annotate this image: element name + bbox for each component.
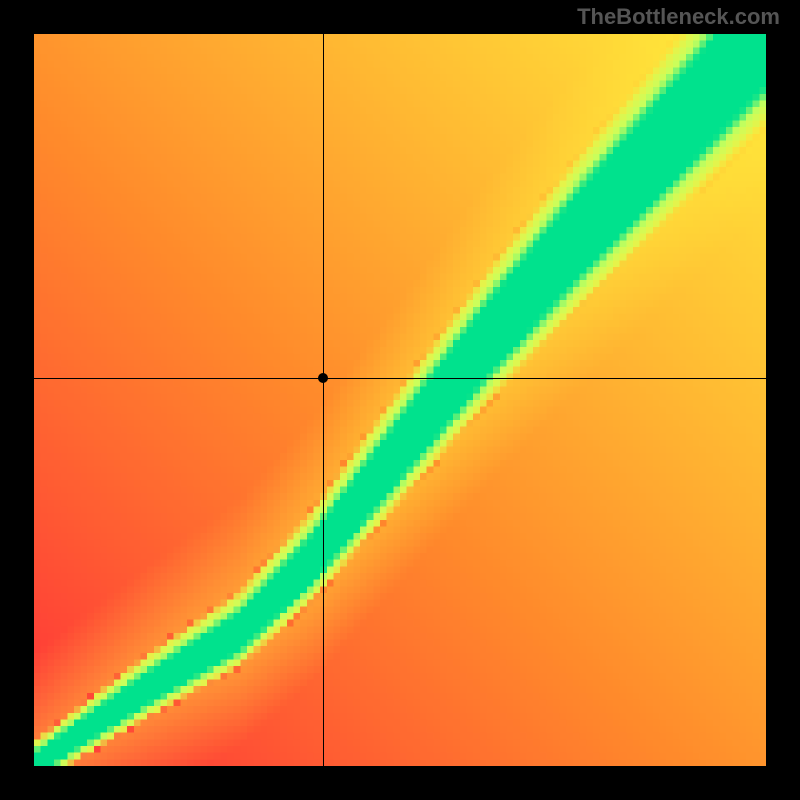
plot-area	[34, 34, 766, 766]
heatmap-canvas	[34, 34, 766, 766]
watermark-text: TheBottleneck.com	[577, 4, 780, 30]
chart-container: TheBottleneck.com	[0, 0, 800, 800]
